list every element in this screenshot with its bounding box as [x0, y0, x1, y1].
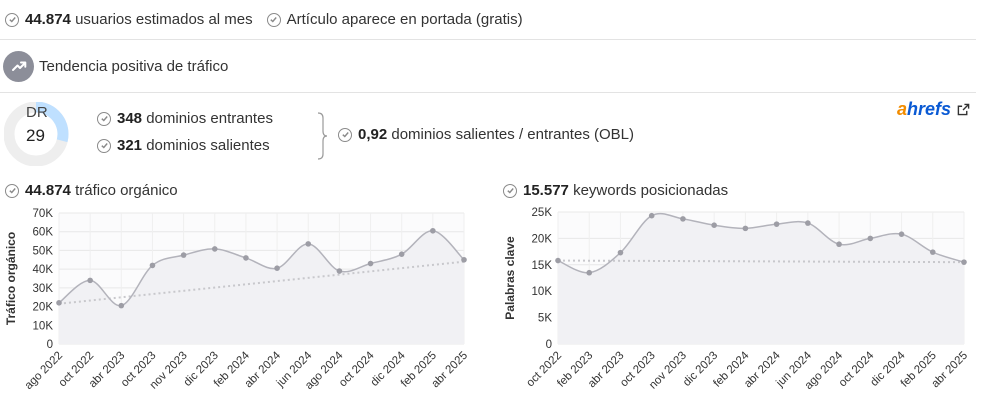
frontpage-label: Artículo aparece en portada (gratis) [286, 11, 523, 28]
dr-donut [4, 102, 69, 166]
incoming-label: dominios entrantes [146, 110, 273, 127]
y-tick-label: 50K [33, 245, 54, 257]
incoming-value: 348 [117, 110, 143, 127]
check-circle-icon [338, 127, 352, 142]
series-area [558, 213, 964, 344]
trend-label: Tendencia positiva de tráfico [39, 57, 229, 75]
users-stat: 44.874 usuarios estimados al mes [5, 11, 253, 28]
data-point[interactable] [367, 260, 374, 267]
y-tick-label: 10K [532, 286, 553, 298]
data-point[interactable] [648, 212, 655, 219]
data-point[interactable] [929, 249, 936, 255]
x-tick-label: ago 2022 [23, 350, 65, 392]
data-point[interactable] [773, 221, 780, 227]
data-point[interactable] [87, 277, 93, 284]
y-tick-label: 60K [33, 227, 54, 239]
users-value: 44.874 [25, 11, 71, 28]
traffic-value: 44.874 [25, 182, 71, 199]
series-area [59, 230, 464, 344]
y-tick-label: 10K [33, 320, 54, 332]
data-point[interactable] [243, 255, 249, 261]
check-circle-icon [97, 111, 111, 126]
dr-arc [35, 102, 69, 143]
y-tick-label: 15K [532, 260, 553, 272]
outgoing-label: dominios salientes [146, 137, 270, 154]
data-point[interactable] [836, 241, 842, 248]
traffic-chart: 0 10K 20K 30K 40K 50K 60K 70K Tráfico orgánico ag… [4, 208, 470, 392]
data-point[interactable] [211, 246, 218, 252]
y-tick-label: 40K [33, 264, 54, 276]
data-point[interactable] [336, 268, 343, 274]
data-point[interactable] [305, 241, 312, 247]
data-point[interactable] [149, 262, 156, 269]
y-tick-label: 20K [33, 302, 54, 314]
domain-rating: DR 29 [4, 102, 72, 166]
data-point[interactable] [680, 216, 686, 222]
check-circle-icon [5, 183, 19, 198]
data-point[interactable] [617, 249, 624, 256]
ahrefs-logo-text: hrefs [907, 99, 952, 119]
outgoing-value: 321 [117, 137, 143, 154]
brace-divider [317, 112, 328, 160]
data-point[interactable] [180, 252, 187, 258]
ahrefs-link[interactable]: a hrefs [897, 99, 970, 120]
data-point[interactable] [56, 300, 62, 306]
traffic-label: tráfico orgánico [75, 182, 178, 199]
check-circle-icon [5, 12, 19, 27]
incoming-domains-stat: 348 dominios entrantes [97, 110, 273, 127]
y-axis-label: Tráfico orgánico [4, 232, 18, 325]
data-point[interactable] [805, 220, 811, 226]
external-link-icon [957, 103, 970, 116]
users-label: usuarios estimados al mes [75, 11, 253, 28]
keywords-label: keywords posicionadas [573, 182, 729, 199]
y-tick-label: 20K [532, 233, 553, 245]
outgoing-domains-stat: 321 dominios salientes [97, 137, 273, 154]
data-point[interactable] [711, 222, 717, 228]
check-circle-icon [503, 183, 517, 198]
keywords-value: 15.577 [523, 182, 569, 199]
series-line [58, 230, 465, 307]
y-tick-label: 30K [33, 283, 54, 295]
trending-up-icon [3, 50, 34, 82]
keywords-title: 15.577 keywords posicionadas [503, 182, 728, 199]
trend-row: Tendencia positiva de tráfico [0, 40, 976, 93]
data-point[interactable] [898, 231, 905, 237]
data-point[interactable] [398, 251, 405, 257]
data-point[interactable] [274, 265, 280, 272]
data-point[interactable] [586, 269, 593, 276]
y-axis-label: Palabras clave [503, 236, 517, 320]
data-point[interactable] [118, 302, 125, 309]
data-point[interactable] [742, 225, 749, 232]
data-point[interactable] [867, 235, 874, 242]
y-tick-label: 0 [47, 339, 53, 351]
y-tick-label: 5K [538, 313, 552, 325]
check-circle-icon [266, 12, 281, 27]
y-tick-label: 70K [33, 208, 54, 220]
y-tick-label: 25K [532, 207, 553, 219]
domains-list: 348 dominios entrantes 321 dominios sali… [97, 110, 287, 164]
data-point[interactable] [961, 259, 967, 265]
top-stats-row: 44.874 usuarios estimados al mes Artícul… [0, 0, 976, 40]
frontpage-stat: Artículo aparece en portada (gratis) [266, 11, 523, 28]
obl-stat: 0,92 dominios salientes / entrantes (OBL… [338, 126, 634, 143]
traffic-title: 44.874 tráfico orgánico [5, 182, 178, 199]
data-point[interactable] [430, 227, 436, 234]
check-circle-icon [97, 138, 111, 153]
y-tick-label: 0 [546, 339, 552, 351]
data-point[interactable] [555, 257, 561, 264]
data-point[interactable] [461, 256, 467, 263]
obl-value: 0,92 [358, 126, 388, 143]
ahrefs-logo-a: a [897, 99, 908, 119]
dr-value: 29 [26, 126, 45, 145]
dr-label: DR [26, 104, 48, 121]
obl-label: dominios salientes / entrantes (OBL) [391, 126, 634, 143]
